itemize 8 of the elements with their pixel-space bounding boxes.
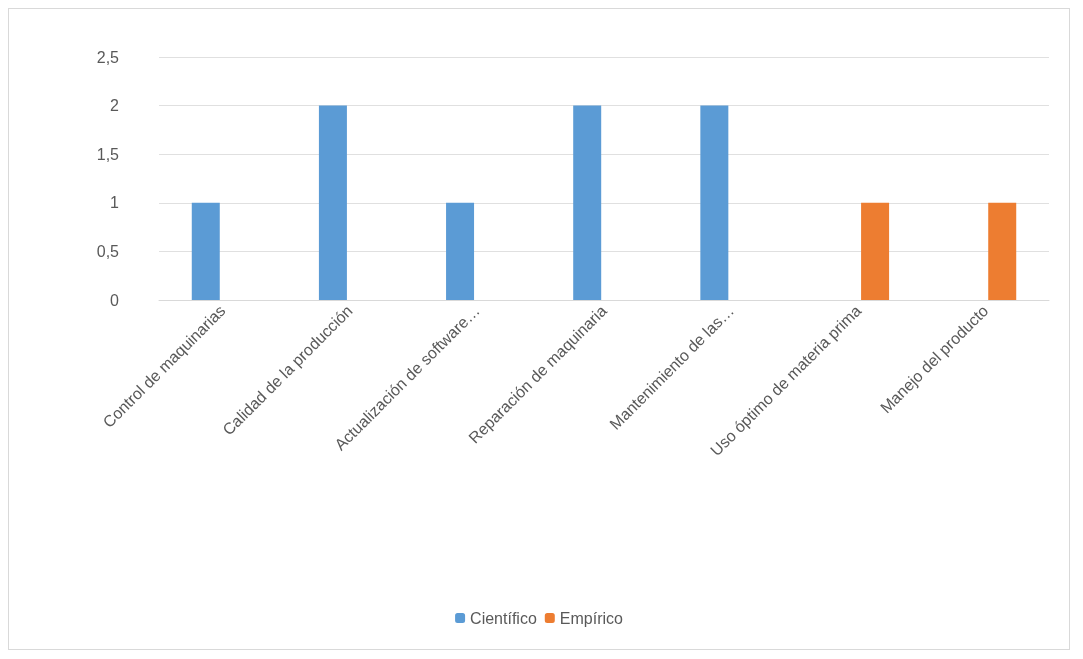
y-tick-label: 1 — [110, 194, 120, 212]
y-tick-label: 1,5 — [96, 145, 120, 163]
legend-label: Científico — [470, 609, 537, 627]
y-tick-label: 0 — [110, 291, 120, 309]
y-tick-label: 0,5 — [96, 242, 120, 260]
y-tick-label: 2 — [110, 97, 120, 115]
legend-label: Empírico — [559, 609, 624, 627]
y-tick-label: 2,5 — [96, 48, 120, 66]
